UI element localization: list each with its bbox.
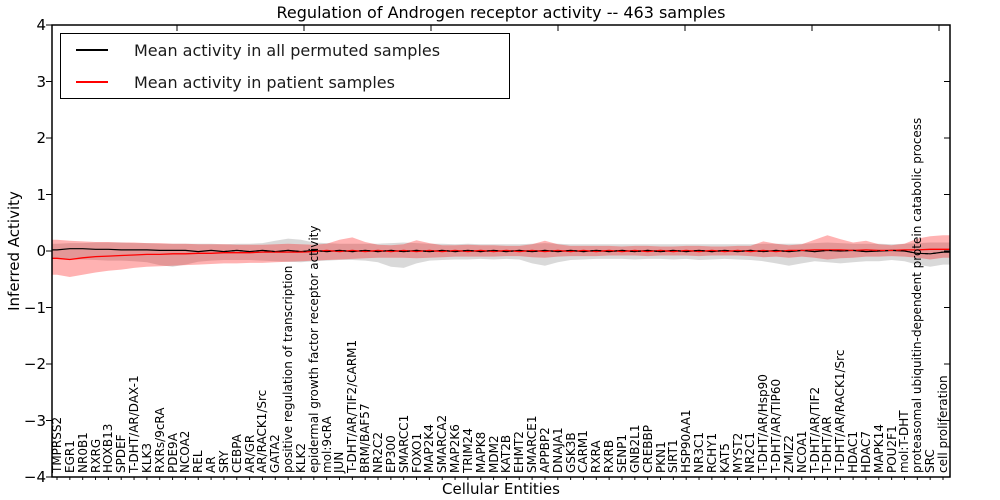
x-tick-label: AR [204,456,219,473]
plot-border [51,24,951,478]
x-tick-label: T-DHT/AR/Hsp90 [756,374,771,473]
x-tick-label: NR3C1 [692,432,707,473]
legend-label: Mean activity in all permuted samples [134,40,441,60]
x-tick-label: proteasomal ubiquitin-dependent protein … [910,117,925,473]
x-tick-label: FOXO1 [409,432,424,473]
x-tick-label: positive regulation of transcription [281,265,296,473]
x-tick-label: MAPK8 [473,431,488,473]
x-tick-label: RXRB [602,439,617,473]
x-tick-label: T-DHT/AR [820,416,835,473]
x-tick-label: RCHY1 [704,432,719,473]
x-tick-label: CEBPA [229,434,244,473]
x-tick-label: REL [191,450,206,473]
x-tick-label: NCOA1 [794,430,809,473]
y-tick-label: 1 [36,185,46,204]
y-tick-label: 4 [36,16,46,34]
x-tick-label: EP300 [383,435,398,473]
x-tick-label: MYST2 [730,432,745,473]
x-tick-label: SRC [923,449,938,473]
x-tick-label: SMARCC1 [396,414,411,473]
y-tick-label: 0 [36,242,46,260]
x-tick-label: MAP2K6 [448,424,463,473]
x-tick-label: APPBP2 [537,427,552,473]
x-tick-label: KAT5 [717,443,732,473]
x-tick-label: BRM/BAF57 [358,403,373,473]
x-tick-label: TMPRSS2 [50,416,64,473]
x-tick-label: KAT2B [499,434,514,473]
x-tick-label: epidermal growth factor receptor activit… [306,225,321,473]
x-tick-label: T-DHT/AR/RACK1/Src [833,349,848,473]
x-tick-label: HDAC7 [858,430,873,473]
x-tick-label: SRY [216,450,231,473]
chart-title: Regulation of Androgen receptor activity… [276,3,726,22]
x-tick-label: GSK3B [563,432,578,473]
permuted-sample-range-band [52,238,950,268]
x-axis-label: Cellular Entities [442,480,560,498]
x-tick-label: EHMT2 [512,431,527,473]
x-tick-label: NR0B1 [75,432,90,473]
x-tick-label: HDAC1 [846,430,861,473]
x-tick-label: T-DHT/AR/TIP60 [769,378,784,473]
legend-label: Mean activity in patient samples [134,72,395,92]
x-tick-label: TRIM24 [460,428,475,473]
x-tick-label: T-DHT/AR/DAX-1 [127,375,142,473]
x-tick-label: DNAJA1 [550,427,565,473]
y-tick-label: −4 [23,468,46,486]
x-tick-label: ZMIZ2 [781,435,796,473]
x-tick-label: RXRA [589,440,604,473]
x-tick-label: mol:T-DHT [897,410,912,473]
x-tick-label: SMARCA2 [435,414,450,473]
x-tick-label: RXRG [88,438,103,473]
permuted-line-sample-icon [76,49,108,51]
y-tick-label: −1 [23,298,46,317]
x-tick-label: PDE9A [165,433,180,473]
x-tick-label: SPDEF [114,434,129,473]
y-tick-label: −2 [23,355,46,373]
x-tick-label: POU2F1 [884,425,899,473]
x-tick-label: KLK3 [139,442,154,473]
x-tick-label: KLK2 [293,442,308,473]
x-tick-label: NR2C1 [743,432,758,473]
uncertainty-bands [52,235,950,277]
x-tick-label: CARM1 [576,430,591,473]
x-tick-label: T-DHT/AR/TIF2/CARM1 [345,339,360,473]
x-tick-label: MDM2 [486,435,501,473]
x-tick-label: EGR1 [62,440,77,473]
y-tick-label: 2 [36,129,46,147]
overlap-dash-line [223,249,944,255]
x-tick-label: T-DHT/AR/TIF2 [807,386,822,473]
x-tick-label: NCOA2 [178,430,193,473]
x-tick-label: SMARCE1 [525,415,540,473]
legend-item-permuted: Mean activity in all permuted samples [61,34,509,66]
x-tick-label: mol:9cRA [319,416,334,473]
x-tick-label: HOXB13 [101,423,116,473]
x-tick-label: PKN1 [653,441,668,473]
x-tick-label: GATA2 [268,434,283,473]
x-tick-label: SENP1 [614,433,629,473]
x-tick-label: SIRT1 [666,439,681,473]
x-tick-label: cell proliferation [936,375,950,473]
y-tick-label: 3 [36,72,46,91]
x-tick-label: CREBBP [640,425,655,473]
x-tick-label: MAPK14 [871,424,886,473]
x-tick-label: GNB2L1 [627,424,642,473]
legend-item-patient: Mean activity in patient samples [61,66,509,98]
x-tick-label: HSP90AA1 [679,409,694,473]
patient-line-sample-icon [76,81,108,83]
mean-lines [52,248,950,261]
x-tick-label: MAP2K4 [422,424,437,473]
x-tick-label: NR2C2 [371,432,385,473]
x-tick-label: AR/RACK1/Src [255,389,270,473]
x-tick-label: AR/GR [242,434,257,473]
legend-box: Mean activity in all permuted samples Me… [60,33,510,99]
x-tick-label: JUN [332,451,347,473]
patient-sample-range-band [52,235,950,277]
patient-mean-line [52,248,950,261]
y-tick-label: −3 [23,411,46,430]
x-tick-label: RXRs/9cRA [152,407,167,473]
